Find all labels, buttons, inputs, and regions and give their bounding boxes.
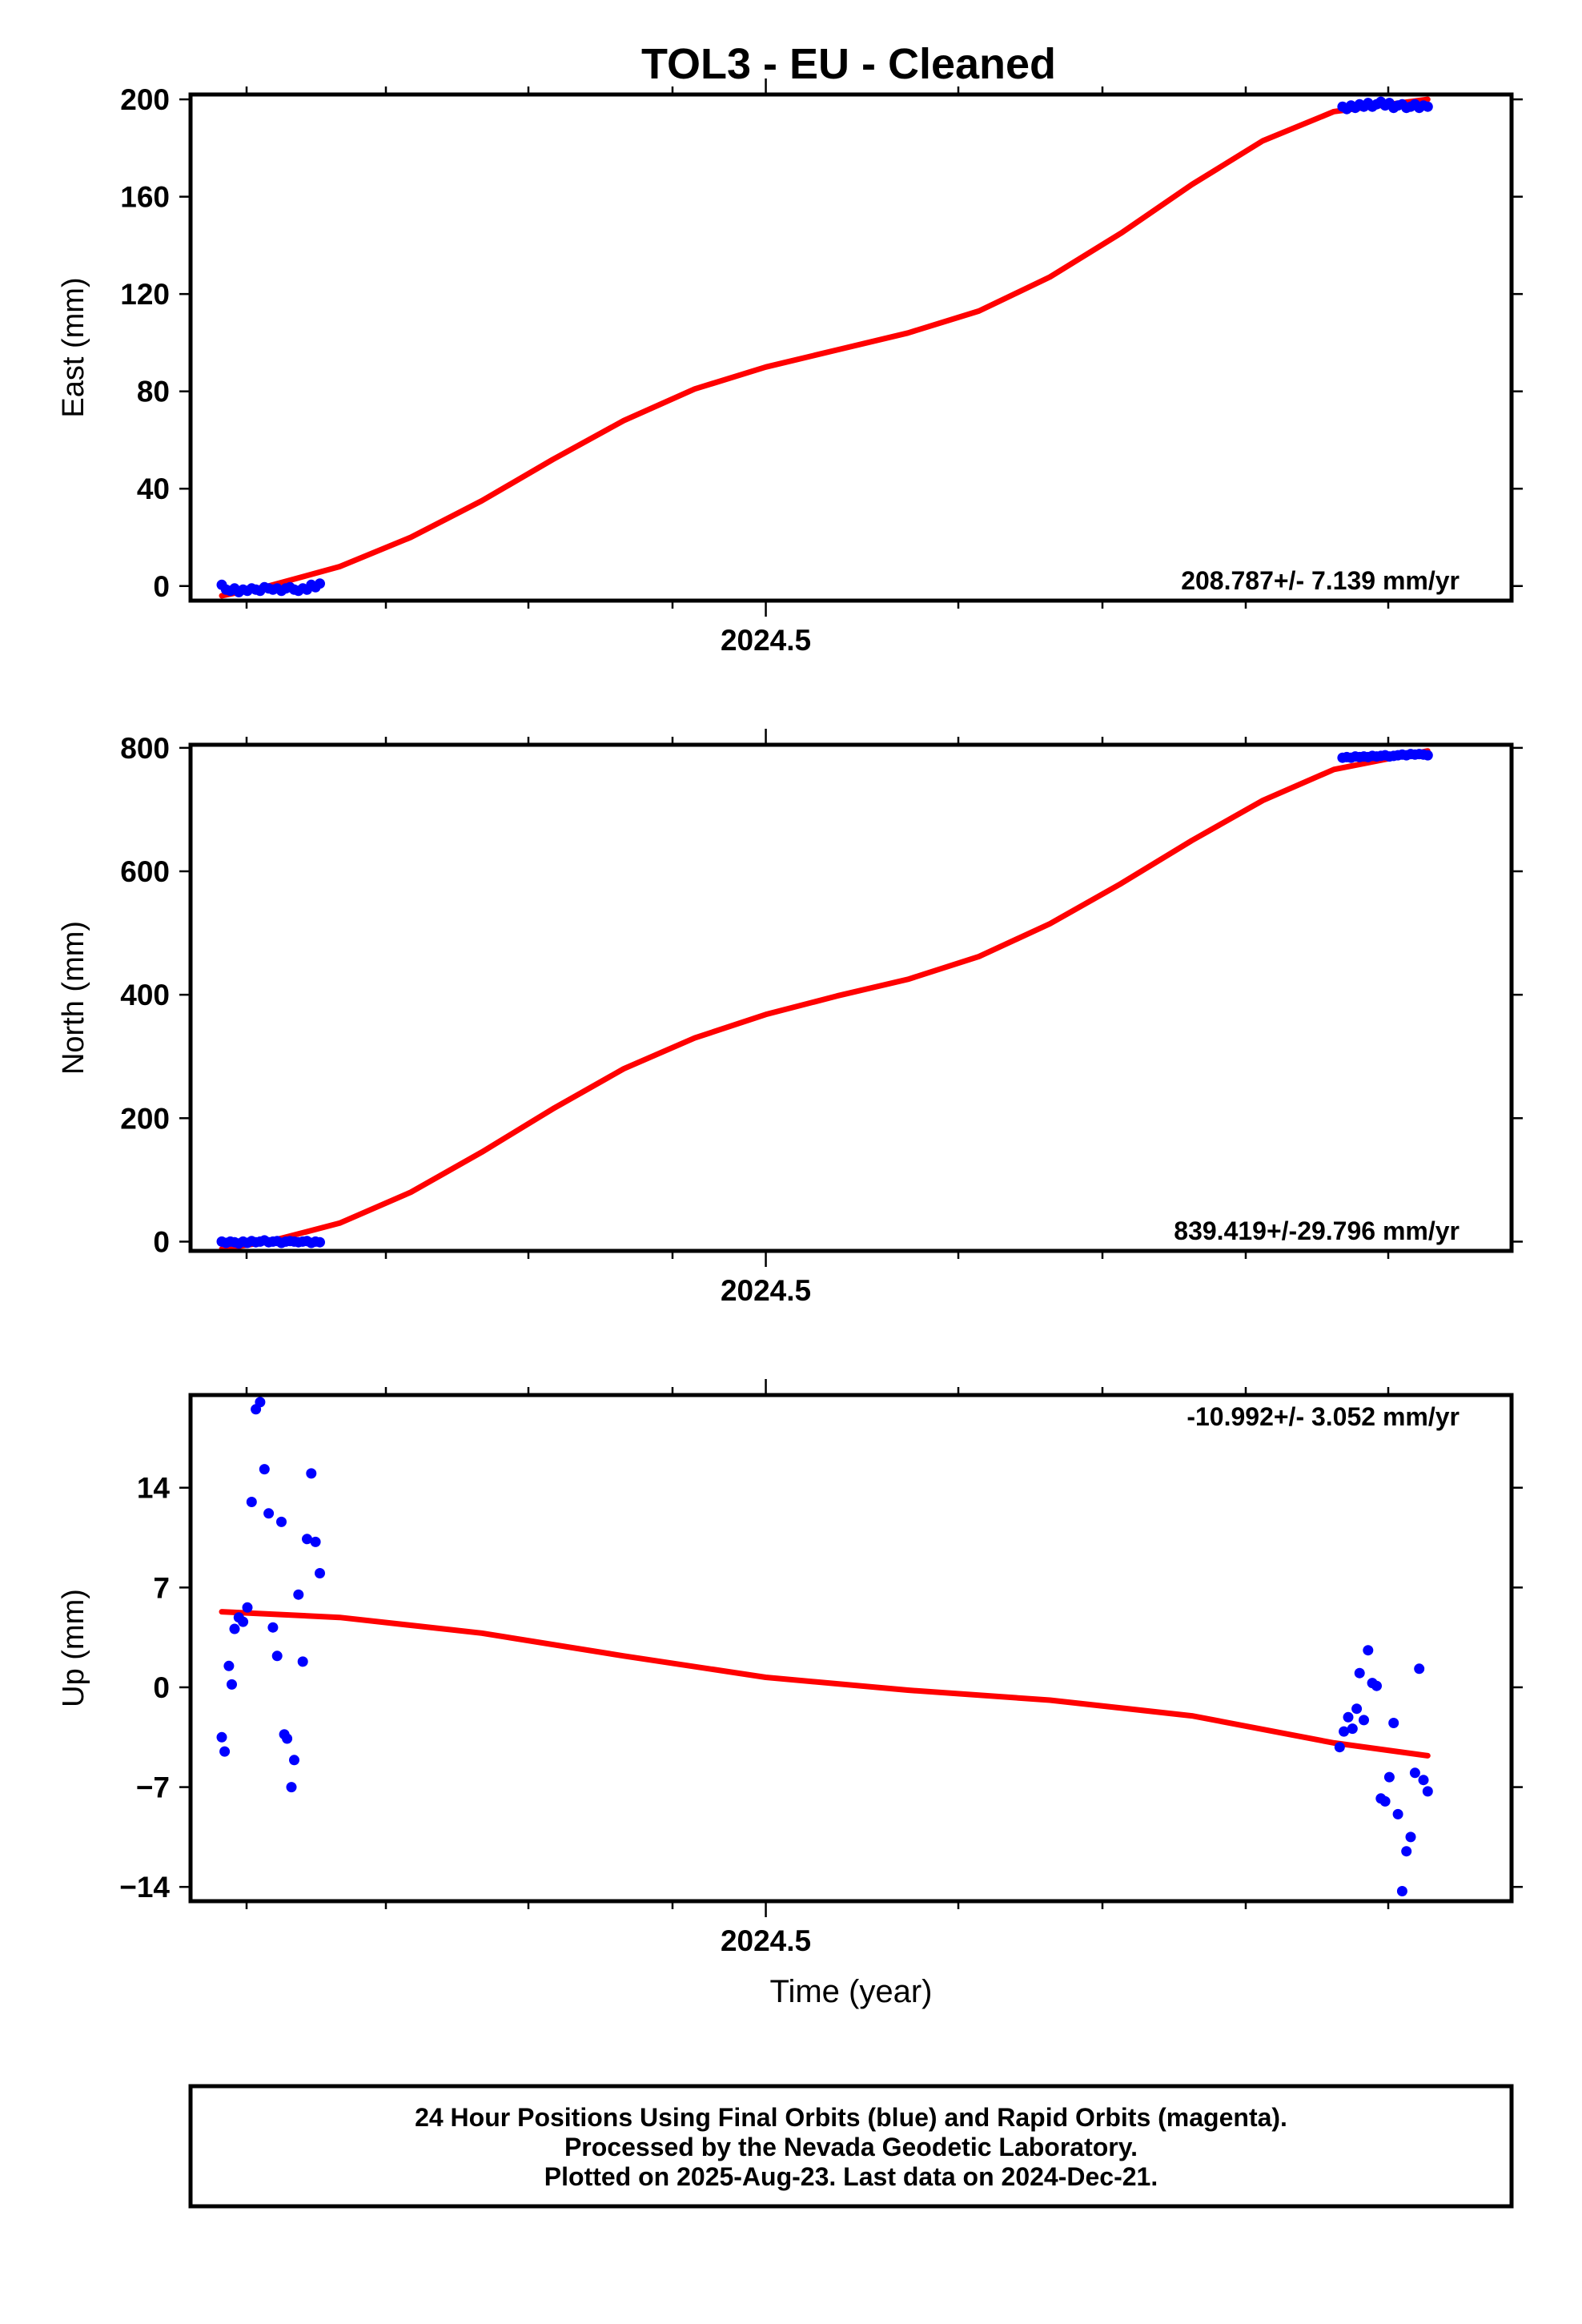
north-y-tick-label: 400 bbox=[120, 979, 170, 1011]
east-panel: 0 40 80 120 160 200 2024.5 East (mm) 208.787+/… bbox=[57, 78, 1523, 657]
up-data-point bbox=[1396, 1886, 1407, 1896]
east-y-tick-label: 0 bbox=[153, 570, 170, 603]
up-data-point bbox=[223, 1660, 235, 1671]
east-y-axis-label: East (mm) bbox=[57, 277, 90, 417]
east-points bbox=[216, 96, 1433, 597]
up-data-point bbox=[229, 1623, 240, 1634]
east-ticks: 0 40 80 120 160 200 2024.5 bbox=[120, 78, 1523, 657]
up-data-point bbox=[1347, 1723, 1358, 1735]
up-y-tick-label: 14 bbox=[137, 1472, 171, 1505]
north-y-tick-label: 0 bbox=[153, 1225, 170, 1258]
up-y-tick-label: −14 bbox=[119, 1871, 170, 1904]
east-y-tick-label: 120 bbox=[120, 278, 170, 311]
up-data-point bbox=[1343, 1711, 1354, 1723]
up-data-point bbox=[1422, 1786, 1433, 1797]
up-data-point bbox=[238, 1616, 249, 1627]
footer-note: 24 Hour Positions Using Final Orbits (bl… bbox=[188, 2084, 1514, 2209]
up-data-point bbox=[1383, 1771, 1395, 1783]
east-data-point bbox=[315, 578, 325, 589]
up-data-point bbox=[1363, 1645, 1374, 1656]
north-plot-frame bbox=[188, 742, 1514, 1253]
up-data-point bbox=[282, 1733, 293, 1744]
up-data-point bbox=[302, 1534, 312, 1545]
up-data-point bbox=[1409, 1767, 1420, 1779]
up-data-point bbox=[315, 1568, 325, 1578]
up-data-point bbox=[1371, 1680, 1382, 1691]
up-data-point bbox=[216, 1731, 227, 1743]
up-data-point bbox=[259, 1464, 270, 1475]
footer-line-2: Processed by the Nevada Geodetic Laborat… bbox=[564, 2133, 1138, 2161]
up-data-point bbox=[246, 1497, 257, 1507]
north-data-point bbox=[1422, 750, 1433, 761]
up-y-tick-label: 7 bbox=[153, 1571, 170, 1604]
up-data-point bbox=[297, 1656, 308, 1667]
up-plot-frame bbox=[188, 1393, 1514, 1904]
east-data-point bbox=[1422, 101, 1433, 112]
north-fit-line bbox=[219, 748, 1431, 1252]
north-x-tick-label: 2024.5 bbox=[721, 1274, 811, 1307]
east-plot-frame bbox=[188, 92, 1514, 603]
east-fit-line bbox=[219, 96, 1431, 599]
up-data-point bbox=[1379, 1795, 1391, 1807]
east-y-tick-label: 40 bbox=[137, 472, 170, 505]
footer-line-3: Plotted on 2025-Aug-23. Last data on 202… bbox=[544, 2162, 1158, 2191]
up-rate-label: -10.992+/- 3.052 mm/yr bbox=[1186, 1402, 1460, 1431]
up-data-point bbox=[1388, 1718, 1399, 1728]
up-y-tick-label: −7 bbox=[136, 1771, 170, 1804]
up-fit-curve bbox=[219, 1609, 1431, 1759]
up-data-point bbox=[1351, 1703, 1363, 1715]
up-data-point bbox=[286, 1782, 297, 1793]
up-x-tick-label: 2024.5 bbox=[721, 1924, 811, 1957]
north-panel: 0 200 400 600 800 2024.5 North (mm) 839.419+/… bbox=[57, 729, 1523, 1307]
up-data-point bbox=[276, 1516, 287, 1527]
north-y-tick-label: 200 bbox=[120, 1102, 170, 1135]
up-fit-line bbox=[219, 1609, 1431, 1759]
up-points bbox=[216, 1397, 1433, 1896]
up-data-point bbox=[267, 1622, 279, 1633]
footer-frame bbox=[188, 2084, 1514, 2209]
north-data-point bbox=[315, 1236, 325, 1248]
up-data-point bbox=[289, 1755, 299, 1766]
up-data-point bbox=[1359, 1715, 1369, 1726]
north-fit-curve bbox=[219, 748, 1431, 1252]
up-data-point bbox=[1339, 1726, 1350, 1737]
east-y-tick-label: 160 bbox=[120, 181, 170, 214]
east-y-tick-label: 200 bbox=[120, 83, 170, 116]
east-fit-curve bbox=[219, 96, 1431, 599]
footer-line-1: 24 Hour Positions Using Final Orbits (bl… bbox=[415, 2103, 1287, 2132]
east-y-tick-label: 80 bbox=[137, 376, 170, 408]
up-data-point bbox=[271, 1651, 283, 1662]
east-rate-label: 208.787+/- 7.139 mm/yr bbox=[1181, 566, 1460, 595]
up-data-point bbox=[306, 1468, 317, 1479]
up-data-point bbox=[255, 1397, 266, 1408]
north-ticks: 0 200 400 600 800 2024.5 bbox=[120, 729, 1523, 1307]
x-axis-label: Time (year) bbox=[770, 1974, 933, 2009]
east-x-tick-label: 2024.5 bbox=[721, 624, 811, 657]
up-data-point bbox=[219, 1746, 231, 1757]
up-data-point bbox=[1401, 1846, 1412, 1857]
north-y-axis-label: North (mm) bbox=[57, 921, 90, 1075]
up-data-point bbox=[242, 1602, 253, 1613]
up-data-point bbox=[263, 1508, 275, 1519]
up-data-point bbox=[1392, 1808, 1403, 1819]
up-data-point bbox=[227, 1679, 237, 1690]
up-ticks: −14 −7 0 7 14 2024.5 bbox=[119, 1379, 1523, 1957]
north-points bbox=[216, 749, 1433, 1249]
north-y-tick-label: 600 bbox=[120, 855, 170, 888]
up-data-point bbox=[310, 1536, 321, 1547]
up-panel: −14 −7 0 7 14 2024.5 Up (mm) -10.992+/- 3.052… bbox=[57, 1379, 1523, 2009]
up-data-point bbox=[1405, 1831, 1416, 1843]
north-rate-label: 839.419+/-29.796 mm/yr bbox=[1174, 1216, 1460, 1245]
north-y-tick-label: 800 bbox=[120, 732, 170, 765]
figure-title: TOL3 - EU - Cleaned bbox=[641, 40, 1056, 88]
up-data-point bbox=[1418, 1775, 1429, 1786]
up-data-point bbox=[1334, 1742, 1345, 1753]
up-y-tick-label: 0 bbox=[153, 1671, 170, 1704]
up-data-point bbox=[293, 1589, 304, 1600]
up-data-point bbox=[1354, 1667, 1365, 1679]
up-data-point bbox=[1414, 1663, 1425, 1675]
up-y-axis-label: Up (mm) bbox=[57, 1589, 90, 1707]
